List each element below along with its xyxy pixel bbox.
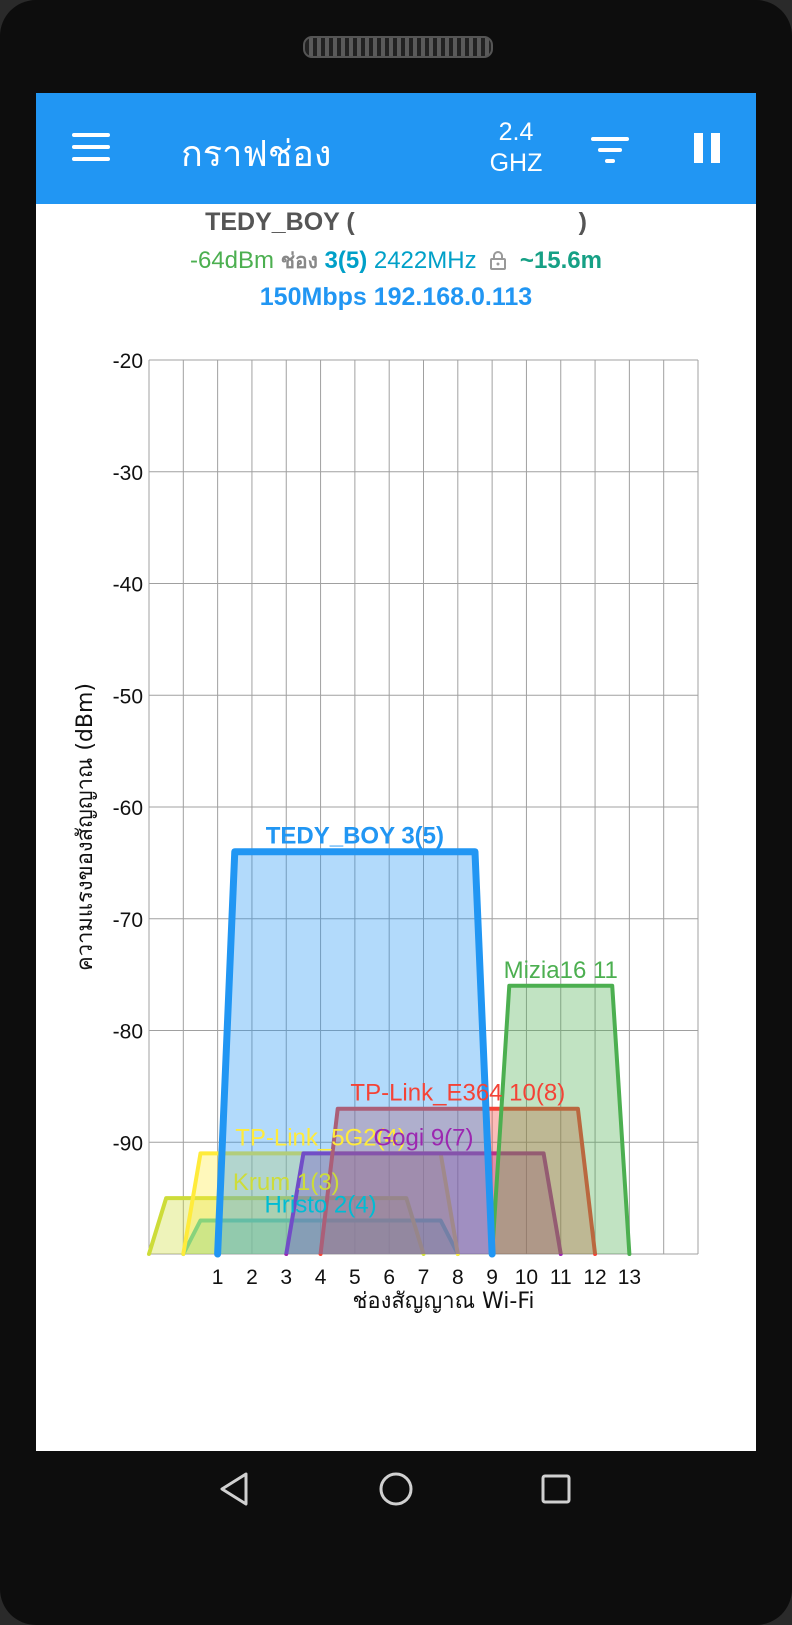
ssid-redacted [361,211,572,236]
channel-outline [490,983,632,1256]
y-axis-title: ความแรงของสัญญาณ (dBm) [73,683,98,971]
band-value: 2.4 [498,118,534,146]
ssid-open: ( [346,208,355,236]
channel-label: ช่อง [280,249,318,273]
page-title: กราฟช่อง [181,134,332,175]
y-tick-label: -30 [113,462,143,485]
channel-area [492,985,630,1254]
channel-outline [318,1106,598,1256]
ssid: TEDY_BOY [205,208,340,236]
distance: ~15.6m [519,247,602,274]
app-screen: กราฟช่อง 2.4 GHZ TEDY_BOY ( ) -64dBm ช่อ… [36,93,756,1451]
channel-label: TP-Link_5G2(4) [235,1124,406,1151]
system-nav-bar [0,1451,792,1571]
x-tick-label: 5 [349,1266,361,1289]
y-tick-label: -70 [113,909,143,932]
x-tick-label: 1 [212,1266,224,1289]
link-speed: 150Mbps [259,283,367,311]
channel-label: Gogi 9(7) [373,1124,473,1151]
channel-area [217,851,493,1254]
frequency: 2422MHz [373,247,477,274]
y-tick-label: -80 [113,1021,143,1044]
app-bar: กราฟช่อง 2.4 GHZ [36,93,756,204]
channel-outline [147,1196,426,1256]
x-axis-title: ช่องสัญญาณ Wi-Fi [352,1289,534,1314]
x-tick-label: 2 [246,1266,258,1289]
x-tick-label: 10 [515,1266,538,1289]
connection-details-line: -64dBm ช่อง 3(5) 2422MHz ~15.6m [36,245,756,278]
y-tick-label: -60 [113,797,143,820]
signal-strength: -64dBm [189,247,275,274]
x-tick-label: 8 [452,1266,464,1289]
channel-value: 3(5) [324,247,368,274]
band-toggle-button[interactable]: 2.4 GHZ [471,117,561,179]
recents-square-icon[interactable] [540,1473,572,1505]
menu-icon[interactable] [72,133,112,163]
x-tick-label: 12 [583,1266,606,1289]
x-tick-label: 6 [383,1266,395,1289]
x-tick-label: 7 [418,1266,430,1289]
x-tick-label: 11 [550,1266,572,1289]
channel-label: Hristo 2(4) [265,1191,377,1218]
channel-label: Krum 1(3) [233,1169,340,1196]
x-tick-label: 9 [486,1266,498,1289]
channel-graph: -20-30-40-50-60-70-80-901 2 3 4 5 6 7 8 9 10 11 12 1… [73,350,699,1314]
band-unit: GHZ [489,149,543,177]
connection-ssid-line: TEDY_BOY ( ) [36,208,756,237]
lock-icon [489,249,507,277]
channel-area [320,1108,596,1254]
channel-outline [181,1218,460,1256]
channel-outline [284,1151,563,1256]
channel-area [183,1153,458,1254]
y-tick-label: -20 [113,350,143,373]
speaker-grille [303,36,493,58]
ssid-close: ) [578,208,587,236]
channel-label: Mizia16 11 [504,957,618,984]
x-tick-label: 3 [280,1266,292,1289]
y-tick-label: -90 [113,1132,143,1155]
x-tick-label: 4 [315,1266,327,1289]
home-circle-icon[interactable] [378,1471,414,1507]
x-tick-label: 13 [618,1266,641,1289]
y-tick-label: -50 [113,685,143,708]
connection-speed-line: 150Mbps 192.168.0.113 [36,283,756,312]
channel-label: TEDY_BOY 3(5) [266,823,444,850]
ip-address: 192.168.0.113 [373,283,533,311]
y-tick-label: -40 [113,574,143,597]
channel-label: TP-Link_E364 10(8) [350,1080,565,1107]
back-triangle-icon[interactable] [218,1471,250,1507]
filter-icon[interactable] [591,137,631,165]
channel-outline [214,848,496,1258]
pause-icon[interactable] [694,133,722,163]
